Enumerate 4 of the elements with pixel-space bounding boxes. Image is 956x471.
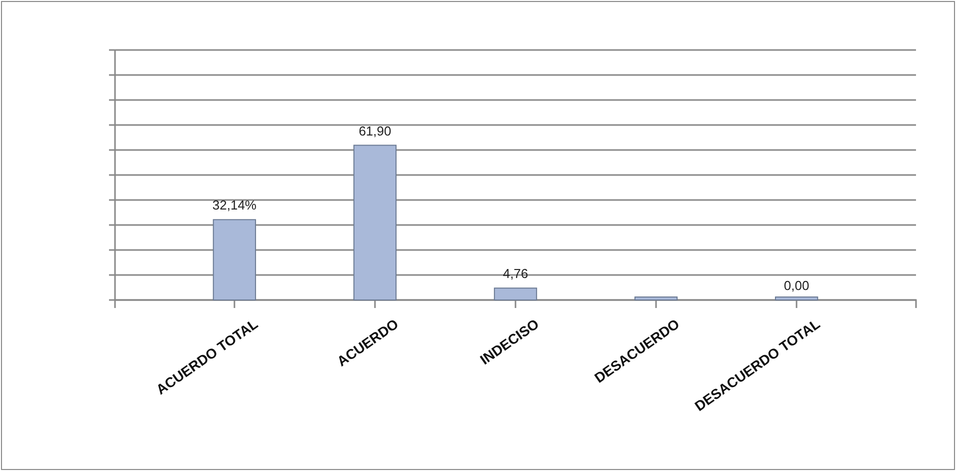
data-label: 0,00 — [784, 278, 810, 293]
data-label: 4,76 — [502, 266, 528, 282]
data-label: 32,14% — [212, 198, 257, 213]
data-label: 61,90 — [358, 123, 392, 138]
